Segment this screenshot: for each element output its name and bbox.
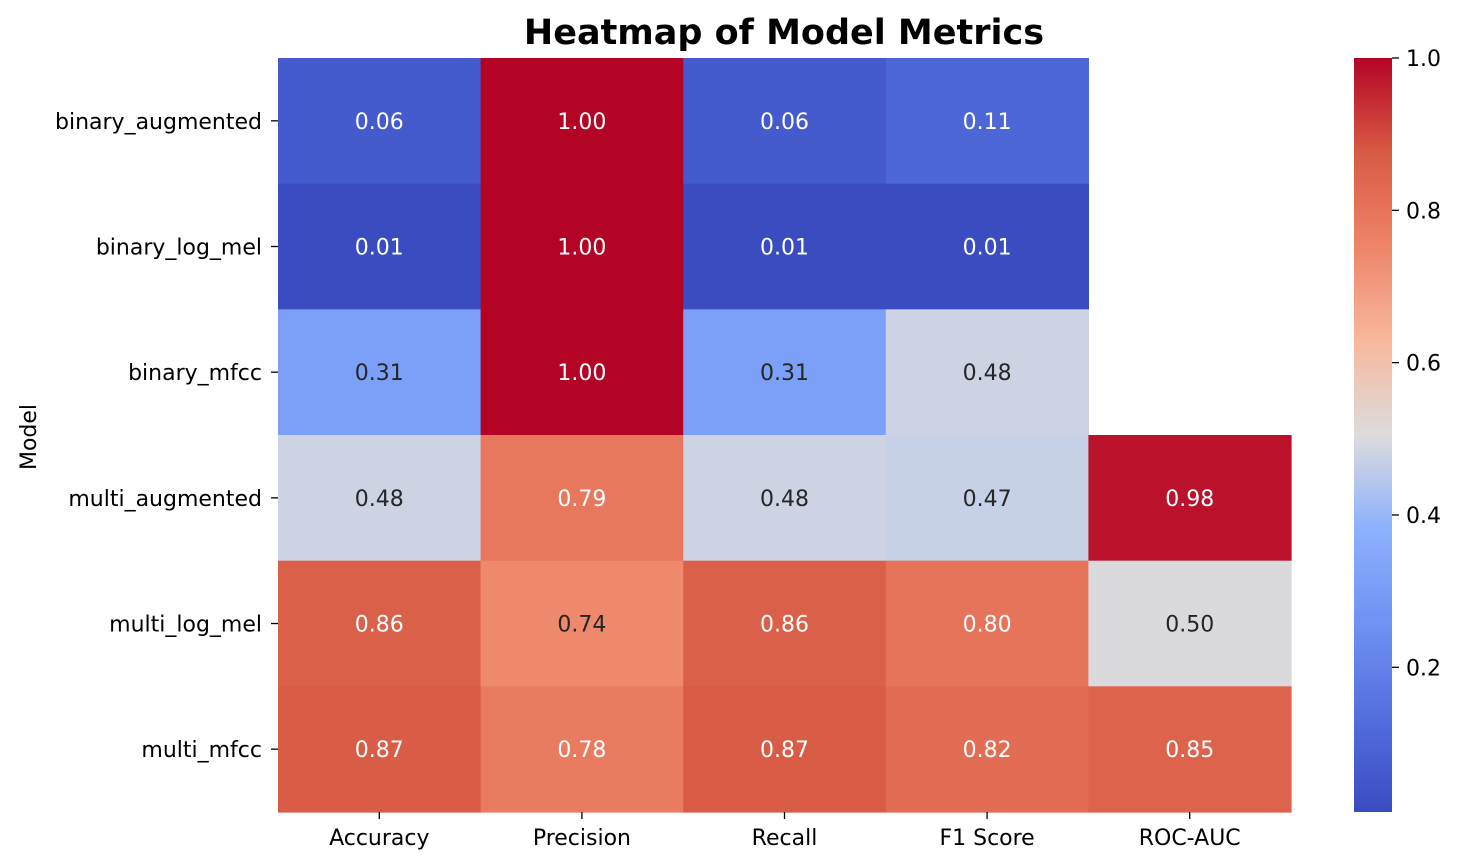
x-tick-label: ROC-AUC [1139, 826, 1241, 851]
cell-value-label: 0.82 [963, 738, 1012, 763]
heatmap-cell [1088, 435, 1292, 562]
heatmap-cell [885, 560, 1089, 687]
heatmap-cell [683, 435, 887, 562]
heatmap-cell [278, 435, 482, 562]
x-axis-ticks: Accuracy Precision Recall F1 Score ROC-AUC [329, 812, 1241, 851]
cell-value-label: 1.00 [557, 110, 606, 135]
cell-value-label: 0.48 [963, 361, 1012, 386]
heatmap-cell [480, 183, 684, 310]
x-tick-label: Recall [752, 826, 818, 851]
cell-value-label: 0.87 [760, 738, 809, 763]
cell-value-label: 0.06 [355, 110, 404, 135]
x-tick-label: Precision [533, 826, 631, 851]
y-tick-label: binary_log_mel [96, 236, 262, 261]
heatmap-cell [885, 686, 1089, 813]
y-tick-label: multi_log_mel [109, 613, 262, 638]
heatmap-cell [683, 58, 887, 185]
colorbar: 0.2 0.4 0.6 0.8 1.0 [1354, 47, 1441, 812]
heatmap-cell [1088, 686, 1292, 813]
y-tick-label: binary_augmented [55, 110, 262, 135]
y-axis-label: Model [17, 404, 42, 470]
colorbar-tick-label: 0.2 [1406, 656, 1441, 681]
y-tick-label: multi_augmented [68, 487, 262, 512]
cell-value-label: 0.31 [760, 361, 809, 386]
cell-value-label: 0.74 [557, 613, 606, 638]
cell-value-label: 0.87 [355, 738, 404, 763]
heatmap-cell [480, 686, 684, 813]
cell-value-label: 0.11 [963, 110, 1012, 135]
heatmap-cell [278, 560, 482, 687]
cell-value-label: 1.00 [557, 236, 606, 261]
cell-value-label: 0.01 [760, 236, 809, 261]
cell-value-label: 0.48 [355, 487, 404, 512]
heatmap-cell [278, 686, 482, 813]
x-tick-label: Accuracy [329, 826, 429, 851]
cell-value-label: 0.98 [1165, 487, 1214, 512]
colorbar-tick-label: 0.8 [1406, 199, 1441, 224]
cell-value-label: 0.01 [963, 236, 1012, 261]
heatmap-cells [278, 58, 1292, 813]
cell-value-label: 0.01 [355, 236, 404, 261]
heatmap-cell [683, 183, 887, 310]
heatmap-cell [278, 58, 482, 185]
colorbar-gradient [1354, 58, 1392, 812]
y-tick-label: multi_mfcc [141, 738, 262, 763]
cell-value-label: 0.31 [355, 361, 404, 386]
heatmap-cell [683, 309, 887, 436]
cell-value-label: 0.79 [557, 487, 606, 512]
cell-value-label: 0.86 [355, 613, 404, 638]
heatmap-cell [885, 183, 1089, 310]
heatmap-cell [480, 435, 684, 562]
x-tick-label: F1 Score [939, 826, 1034, 851]
heatmap-cell [1088, 560, 1292, 687]
cell-value-label: 0.78 [557, 738, 606, 763]
heatmap-cell [885, 435, 1089, 562]
heatmap-cell [480, 560, 684, 687]
cell-value-label: 0.48 [760, 487, 809, 512]
colorbar-tick-label: 0.4 [1406, 504, 1441, 529]
cell-value-label: 0.06 [760, 110, 809, 135]
heatmap-cell [885, 58, 1089, 185]
heatmap-cell [885, 309, 1089, 436]
heatmap-cell [480, 58, 684, 185]
heatmap-cell-labels: 0.06 1.00 0.06 0.11 0.01 1.00 0.01 0.01 0.31 1.00… [355, 110, 1214, 763]
cell-value-label: 0.50 [1165, 613, 1214, 638]
heatmap-cell [683, 560, 887, 687]
chart-title: Heatmap of Model Metrics [524, 13, 1044, 53]
heatmap-cell [683, 686, 887, 813]
colorbar-tick-label: 0.6 [1406, 352, 1441, 377]
y-axis-ticks: binary_augmented binary_log_mel binary_mfc… [55, 110, 278, 763]
colorbar-tick-label: 1.0 [1406, 47, 1441, 72]
cell-value-label: 0.86 [760, 613, 809, 638]
heatmap-cell [480, 309, 684, 436]
heatmap-cell [278, 309, 482, 436]
y-tick-label: binary_mfcc [128, 361, 262, 386]
cell-value-label: 0.85 [1165, 738, 1214, 763]
colorbar-ticks: 0.2 0.4 0.6 0.8 1.0 [1392, 47, 1441, 681]
cell-value-label: 0.80 [963, 613, 1012, 638]
cell-value-label: 1.00 [557, 361, 606, 386]
heatmap-cell [278, 183, 482, 310]
cell-value-label: 0.47 [963, 487, 1012, 512]
